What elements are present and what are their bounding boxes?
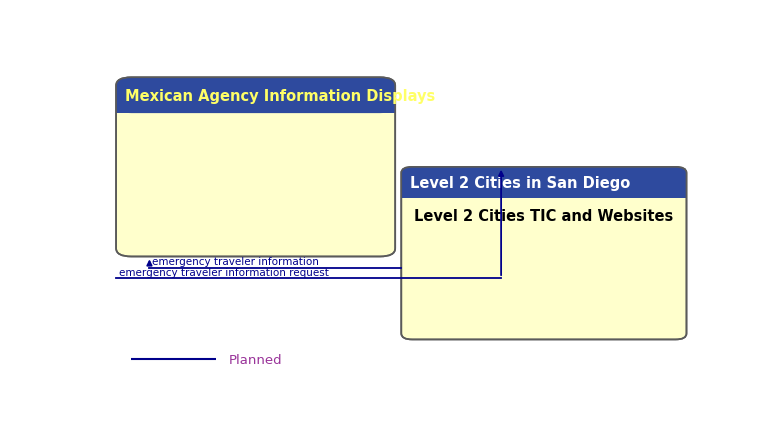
FancyBboxPatch shape [116, 78, 395, 257]
Text: Level 2 Cities TIC and Websites: Level 2 Cities TIC and Websites [414, 209, 673, 223]
Text: emergency traveler information: emergency traveler information [153, 257, 319, 267]
Text: Mexican Agency Information Displays: Mexican Agency Information Displays [125, 89, 435, 104]
Text: emergency traveler information request: emergency traveler information request [119, 267, 329, 277]
Bar [402, 183, 687, 199]
Text: Level 2 Cities in San Diego: Level 2 Cities in San Diego [410, 175, 630, 190]
Bar [116, 96, 395, 114]
FancyBboxPatch shape [402, 167, 687, 340]
FancyBboxPatch shape [116, 78, 395, 114]
Text: Planned: Planned [229, 353, 282, 366]
FancyBboxPatch shape [402, 167, 687, 199]
